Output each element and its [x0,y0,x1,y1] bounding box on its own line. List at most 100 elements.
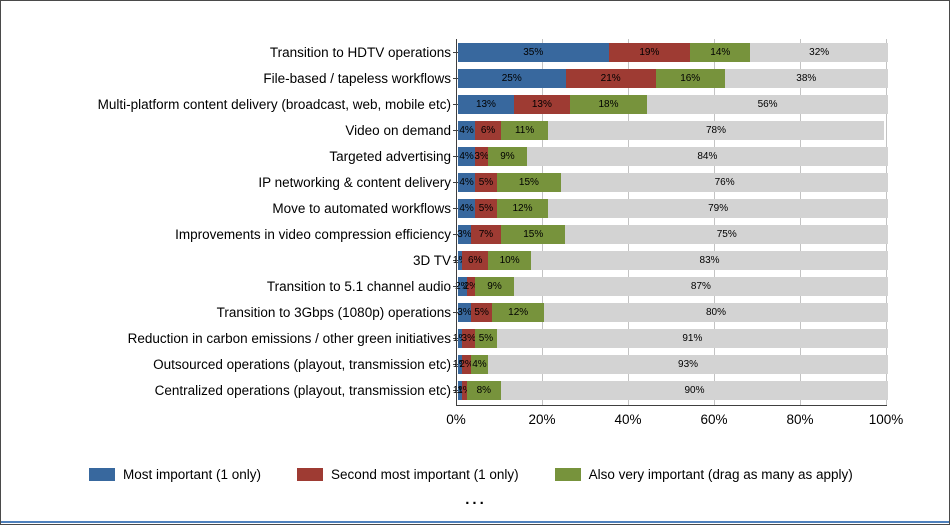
bar-segment: 18% [569,94,648,114]
bar-segment: 4% [470,354,489,374]
bar-segment: 1% [453,328,467,348]
category-label: Targeted advertising [329,148,451,164]
chart-row: Transition to 3Gbps (1080p) operations 3%… [1,299,888,325]
category-axis-tick [453,181,458,183]
category-axis-tick [453,207,458,209]
legend-label: Most important (1 only) [123,467,262,482]
legend-swatch [554,468,581,481]
bar-segment: 87% [513,276,888,296]
bar-segment: 2% [459,354,474,374]
ellipsis-text: ... [465,491,487,508]
bar-track: 3% 7% 15% 75% [457,224,888,244]
bar-track: 4% 5% 15% 76% [458,172,888,192]
bottom-accent-line [1,521,949,523]
bar-segment: 15% [496,172,562,192]
bar-segment: 4% [458,172,476,192]
category-axis-tick [453,233,458,235]
y-axis-line [456,39,457,405]
bar-segment: 7% [470,224,501,244]
bar-segment: 19% [608,42,691,62]
bar-segment: 13% [458,94,514,114]
bar-segment: 4% [458,146,476,166]
x-axis-tick-label: 60% [700,412,728,427]
bar-track: 1% 2% 4% 93% [453,354,888,374]
bar-segment: 9% [475,276,514,296]
x-axis-tick-label: 20% [528,412,556,427]
x-axis-line [456,405,887,406]
bar-segment: 1% [457,380,472,400]
bar-track: 3% 5% 12% 80% [457,302,888,322]
bar-segment: 14% [690,42,751,62]
bar-track: 35% 19% 14% 32% [458,42,888,62]
legend-swatch [297,468,324,481]
bar-segment: 3% [457,302,472,322]
category-axis-tick [453,103,458,105]
legend-label: Also very important (drag as many as app… [588,467,853,482]
bar-segment: 76% [561,172,888,192]
legend-label: Second most important (1 only) [331,467,519,482]
category-axis-tick [453,129,458,131]
legend-swatch [89,468,115,481]
bar-segment: 2% [455,276,470,296]
x-axis-tick-label: 40% [614,412,642,427]
category-label: Outsourced operations (playout, transmis… [153,356,451,372]
chart-row: 3D TV 1% 6% 10% 83% [1,247,888,273]
category-label: Improvements in video compression effici… [175,226,451,242]
category-label: Video on demand [345,122,451,138]
category-label: Centralized operations (playout, transmi… [154,382,451,398]
x-axis-tick-label: 0% [446,412,466,427]
bar-segment: 4% [458,198,476,218]
bar-segment: 84% [526,146,888,166]
bar-segment: 4% [458,120,476,140]
bar-track: 1% 3% 5% 91% [453,328,888,348]
category-label: IP networking & content delivery [258,174,451,190]
bar-segment: 5% [475,328,497,348]
gridline [800,39,801,405]
bar-track: 1% 6% 10% 83% [453,250,888,270]
category-axis-tick [453,311,458,313]
bar-segment: 1% [453,354,467,374]
bar-segment: 5% [475,172,497,192]
gridline [714,39,715,405]
category-label: Transition to 5.1 channel audio [266,278,451,294]
bar-track: 25% 21% 16% 38% [458,68,888,88]
category-axis-tick [453,363,458,365]
bar-segment: 13% [513,94,570,114]
chart-row: Outsourced operations (playout, transmis… [1,351,888,377]
chart-legend: Most important (1 only) Second most impor… [89,467,853,482]
bar-segment: 5% [470,302,493,322]
legend-item: Most important (1 only) [89,467,261,482]
bar-segment: 78% [548,120,884,140]
bar-segment: 15% [500,224,566,244]
bar-segment: 10% [488,250,532,270]
bar-track: 2% 2% 9% 87% [455,276,888,296]
category-axis-tick [453,285,458,287]
bar-segment: 16% [655,68,725,88]
chart-row: Video on demand 4% 6% 11% 78% [1,117,888,143]
bar-segment: 83% [531,250,888,270]
bar-segment: 8% [466,380,501,400]
gridline [628,39,629,405]
bar-track: 13% 13% 18% 56% [458,94,888,114]
bar-segment: 1% [453,250,467,270]
bar-segment: 79% [548,198,888,218]
category-label: File-based / tapeless workflows [263,70,451,86]
bar-track: 4% 3% 9% 84% [458,146,888,166]
bar-segment: 25% [458,68,566,88]
category-label: Multi-platform content delivery (broadca… [97,96,451,112]
chart-row: File-based / tapeless workflows 25% 21% 16%… [1,65,888,91]
category-axis-tick [453,51,458,53]
bar-rows: Transition to HDTV operations 35% 19% 14% 32… [1,39,888,403]
chart-row: Centralized operations (playout, transmi… [1,377,888,403]
bar-segment: 3% [457,224,472,244]
legend-item: Second most important (1 only) [297,467,519,482]
gridline [886,39,887,405]
bar-segment: 90% [500,380,888,400]
category-label: Transition to HDTV operations [269,44,451,60]
bar-segment: 80% [543,302,888,322]
category-label: 3D TV [412,252,451,268]
chart-row: Transition to HDTV operations 35% 19% 14% 32… [1,39,888,65]
bar-segment: 6% [475,120,501,140]
chart-row: Improvements in video compression effici… [1,221,888,247]
bar-segment: 35% [458,42,609,62]
